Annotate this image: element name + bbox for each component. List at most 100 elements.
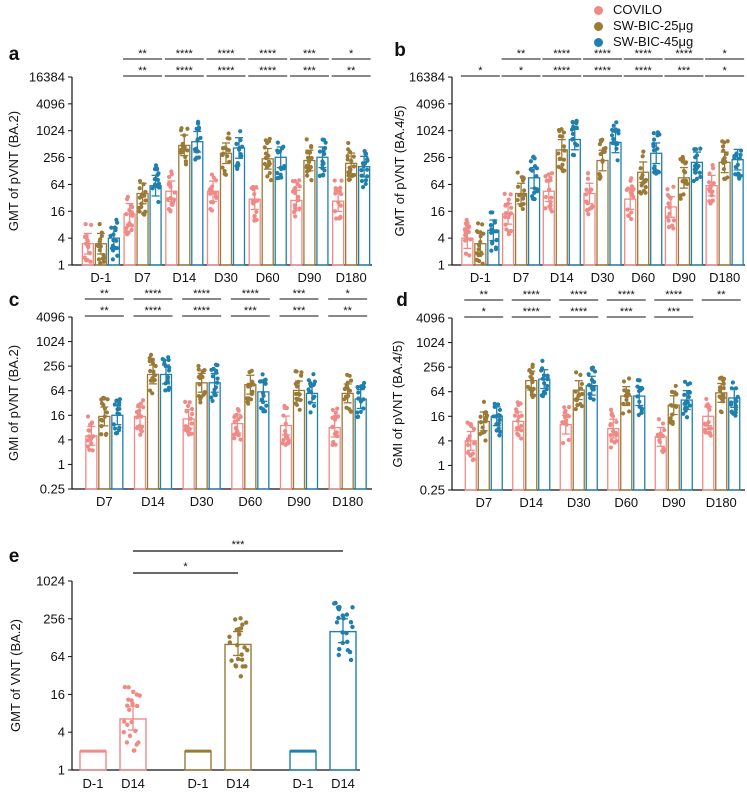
data-point (209, 395, 214, 400)
data-point (185, 148, 190, 153)
data-point (194, 155, 199, 160)
panel-label: c (9, 290, 20, 311)
data-point (592, 369, 598, 374)
data-point (702, 421, 708, 426)
data-point (719, 410, 724, 415)
data-point (104, 431, 109, 436)
significance-label: **** (675, 48, 693, 60)
data-point (298, 373, 304, 378)
data-point (195, 119, 201, 124)
data-point (189, 431, 194, 436)
data-point (512, 413, 518, 418)
data-point (346, 173, 351, 178)
significance-label: **** (570, 289, 588, 301)
data-point (138, 432, 143, 437)
data-point (292, 203, 297, 208)
significance-label: *** (293, 288, 307, 300)
data-point (490, 210, 495, 215)
data-point (229, 658, 234, 663)
data-point (156, 199, 161, 205)
data-point (129, 698, 134, 703)
data-point (296, 391, 301, 397)
data-point (296, 194, 301, 199)
data-point (355, 385, 360, 390)
data-point (620, 411, 626, 416)
data-point (136, 740, 141, 745)
data-point (250, 379, 255, 384)
data-point (126, 685, 131, 690)
data-point (245, 648, 250, 653)
data-point (131, 748, 137, 753)
data-point (275, 170, 280, 176)
data-point (345, 639, 350, 645)
y-tick-label: 16 (51, 204, 65, 219)
bar (79, 750, 107, 771)
data-point (626, 376, 632, 381)
data-point (348, 657, 354, 663)
data-point (166, 174, 172, 180)
data-point (238, 414, 243, 419)
data-point (87, 447, 92, 452)
data-point (143, 189, 148, 194)
data-point (530, 364, 535, 369)
data-point (622, 388, 627, 393)
data-point (575, 403, 580, 408)
significance-label: **** (176, 48, 194, 60)
data-point (682, 379, 688, 384)
data-point (603, 146, 608, 151)
data-point (698, 174, 703, 180)
data-point (520, 196, 526, 201)
data-point (520, 178, 526, 183)
data-point (674, 404, 679, 409)
data-point (474, 229, 480, 234)
data-point (99, 417, 104, 422)
data-point (586, 212, 591, 217)
data-point (344, 630, 349, 636)
significance-label: * (478, 65, 483, 77)
data-point (471, 441, 477, 446)
data-point (464, 222, 469, 227)
data-point (308, 410, 313, 415)
data-point (489, 248, 494, 253)
data-point (610, 140, 615, 146)
data-point (265, 174, 270, 179)
data-point (248, 397, 254, 402)
data-point (736, 171, 741, 176)
significance-label: ** (100, 288, 109, 300)
data-point (309, 155, 314, 161)
y-tick-label: 64 (51, 383, 65, 398)
y-axis-label: GMT of pVNT (BA.4/5) (392, 105, 407, 236)
data-point (350, 624, 355, 630)
data-point (208, 186, 214, 191)
data-point (464, 217, 469, 222)
data-point (666, 218, 671, 223)
data-point (529, 168, 535, 173)
data-point (598, 174, 603, 179)
x-tick-label: D30 (214, 270, 238, 285)
data-point (615, 158, 620, 163)
data-point (584, 199, 589, 204)
data-point (710, 166, 716, 171)
data-point (515, 197, 520, 203)
data-point (121, 719, 127, 724)
significance-label: ** (100, 305, 109, 317)
data-point (732, 153, 737, 159)
data-point (296, 379, 301, 384)
data-point (495, 402, 501, 407)
data-point (196, 125, 202, 130)
bar (705, 185, 718, 266)
data-point (496, 421, 501, 426)
data-point (562, 168, 567, 173)
data-point (141, 211, 146, 216)
data-point (497, 407, 503, 413)
data-point (545, 373, 550, 378)
x-tick-label: D14 (141, 494, 165, 509)
x-tick-label: D30 (591, 270, 615, 285)
data-point (234, 141, 239, 146)
bar (568, 138, 581, 266)
data-point (638, 166, 643, 171)
data-point (152, 177, 157, 182)
data-point (708, 426, 714, 431)
data-point (529, 376, 535, 381)
data-point (351, 164, 357, 169)
